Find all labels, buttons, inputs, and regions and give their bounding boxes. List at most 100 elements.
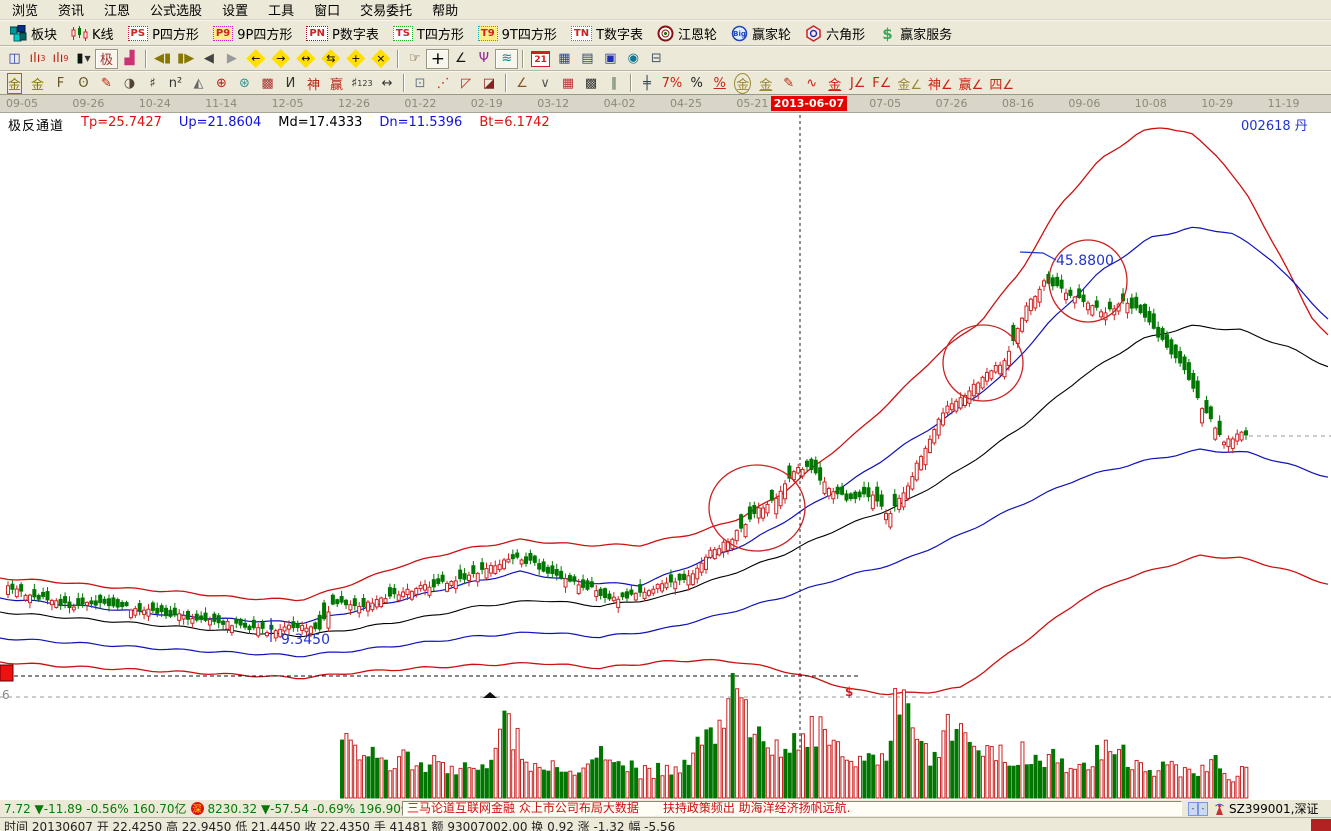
gold-box[interactable]: 金 (3, 72, 26, 94)
gold[interactable]: 金 (26, 73, 49, 93)
menu-gann[interactable]: 江恩 (104, 4, 131, 19)
ruler-123[interactable]: ♯ 123 (348, 73, 376, 93)
p-number-table-button-chip-icon: PN (306, 25, 329, 41)
menu-browse[interactable]: 浏览 (12, 4, 39, 19)
grid-dark[interactable]: ▩ (580, 73, 603, 93)
nav-last[interactable]: ▮▶ (174, 49, 197, 69)
t-square-button[interactable]: TS T四方形 (386, 22, 471, 44)
fan-box-dense[interactable]: ◪ (478, 73, 501, 93)
v-dots[interactable]: ∨ (534, 73, 557, 93)
menu-settings[interactable]: 设置 (222, 4, 249, 19)
pencil-red[interactable]: ✎ (95, 73, 118, 93)
crosshair-icon: + (430, 48, 445, 69)
f-ticks[interactable]: F (49, 73, 72, 93)
compress-x[interactable]: ⇆ (318, 49, 343, 69)
period-3[interactable]: ılı 3 (26, 49, 49, 69)
menu-formula-picker[interactable]: 公式选股 (150, 4, 203, 19)
grid-red[interactable]: ▦ (557, 73, 580, 93)
info-panel[interactable]: ◫ (3, 49, 26, 69)
target-circle[interactable]: ⊕ (210, 73, 233, 93)
gann-wheel-button[interactable]: 江恩轮 (650, 22, 724, 44)
n-squared[interactable]: n² (164, 73, 187, 93)
network[interactable]: ◉ (622, 49, 645, 69)
print-icon: ⊟ (650, 51, 662, 66)
ruler-ticks[interactable]: ♯ (141, 73, 164, 93)
jifan-channel[interactable]: 极 (95, 48, 118, 69)
ying-angle[interactable]: 赢∠ (956, 73, 987, 93)
9p-square-button[interactable]: P9 9P四方形 (206, 22, 299, 44)
web-round[interactable]: ⊛ (233, 73, 256, 93)
zoom-out-x[interactable]: × (368, 49, 393, 69)
pan-left[interactable]: ← (243, 49, 268, 69)
flag-pencil[interactable]: ✎ (777, 73, 800, 93)
menu-help[interactable]: 帮助 (432, 4, 459, 19)
p-number-table-button[interactable]: PN P数字表 (299, 22, 386, 44)
calculator[interactable]: ▦ (553, 49, 576, 69)
notes[interactable]: ▤ (576, 49, 599, 69)
box-ticks[interactable]: ⊡ (409, 73, 432, 93)
web-square[interactable]: ▩ (256, 73, 279, 93)
angle-measure[interactable]: ∠ (449, 49, 472, 69)
fan-box[interactable]: ◸ (455, 73, 478, 93)
blocks-button[interactable]: 板块 (3, 22, 64, 44)
scale-bars[interactable]: ╪ (636, 73, 659, 93)
spiral[interactable]: ʘ (72, 73, 95, 93)
wave[interactable]: ∿ (800, 73, 823, 93)
menu-trading[interactable]: 交易委托 (360, 4, 413, 19)
chart-area[interactable]: 45.8800 9.3450 $6 极反通道 Tp=25.7427 Up=21.8604… (0, 113, 1331, 799)
menu-news[interactable]: 资讯 (58, 4, 85, 19)
angle-lines[interactable]: ∠ (511, 73, 534, 93)
nav-first[interactable]: ◀▮ (151, 49, 174, 69)
zoom-in-x[interactable]: + (343, 49, 368, 69)
calendar[interactable]: 21 (528, 49, 553, 69)
period-9[interactable]: ılı 9 (49, 49, 72, 69)
web-round-icon: ⊛ (239, 75, 250, 91)
winner-service-button[interactable]: $ 赢家服务 (872, 22, 959, 44)
pct[interactable]: % (685, 73, 708, 93)
hand-pan[interactable]: ☞ (403, 49, 426, 69)
expand-x[interactable]: ↔ (293, 49, 318, 69)
parallels[interactable]: ∥ (603, 73, 626, 93)
pan-right[interactable]: → (268, 49, 293, 69)
f-angle[interactable]: F∠ (869, 73, 894, 93)
ticker-scroll-spinner[interactable]: - - (1188, 801, 1208, 816)
t-number-table-button[interactable]: TN T数字表 (564, 22, 650, 44)
menu-window[interactable]: 窗口 (314, 4, 341, 19)
gold-lines[interactable]: 金 (754, 73, 777, 93)
period-9-icon: ılı (52, 51, 64, 66)
ying[interactable]: 赢 (325, 73, 348, 93)
winner-wheel-button[interactable]: Big 赢家轮 (724, 22, 798, 44)
menu-tools[interactable]: 工具 (268, 4, 295, 19)
spinner-left-button[interactable]: - (1188, 801, 1198, 816)
j-angle[interactable]: J∠ (846, 73, 869, 93)
fan-lines[interactable]: ⋰ (432, 73, 455, 93)
tool-purple[interactable]: Ψ (472, 49, 495, 69)
hexagon-icon (806, 24, 821, 42)
nav-prev[interactable]: ◀ (197, 49, 220, 69)
nav-next[interactable]: ▶ (220, 49, 243, 69)
candle-style[interactable]: ▮ ▼ (72, 49, 95, 69)
crosshair[interactable]: + (426, 48, 450, 69)
color-chart[interactable]: ▟ (118, 49, 141, 69)
hexagon-button[interactable]: 六角形 (798, 22, 872, 44)
time-circle[interactable]: ◑ (118, 73, 141, 93)
save[interactable]: ▣ (599, 49, 622, 69)
gold-ring[interactable]: 金 (731, 72, 754, 94)
yi-mark[interactable]: И (279, 73, 302, 93)
9t-square-button[interactable]: T9 9T四方形 (471, 22, 564, 44)
si-angle[interactable]: 四∠ (986, 73, 1017, 93)
pct-line[interactable]: % (708, 73, 731, 93)
shen[interactable]: 神 (302, 73, 325, 93)
print[interactable]: ⊟ (645, 49, 668, 69)
seven-pct[interactable]: 7% (659, 73, 686, 93)
gold-red[interactable]: 金 (823, 73, 846, 93)
gold-angle[interactable]: 金∠ (894, 73, 925, 93)
p-square-button[interactable]: PS P四方形 (121, 22, 206, 44)
mirror-triangle[interactable]: ◭ (187, 73, 210, 93)
width-arrows[interactable]: ↔ (376, 73, 399, 93)
kline-button[interactable]: K线 (64, 22, 121, 44)
tool-teal[interactable]: ≋ (495, 48, 519, 69)
spinner-right-button[interactable]: - (1198, 801, 1208, 816)
shen-angle[interactable]: 神∠ (925, 73, 956, 93)
candlestick-chart[interactable]: 45.8800 9.3450 $6 (0, 113, 1331, 799)
